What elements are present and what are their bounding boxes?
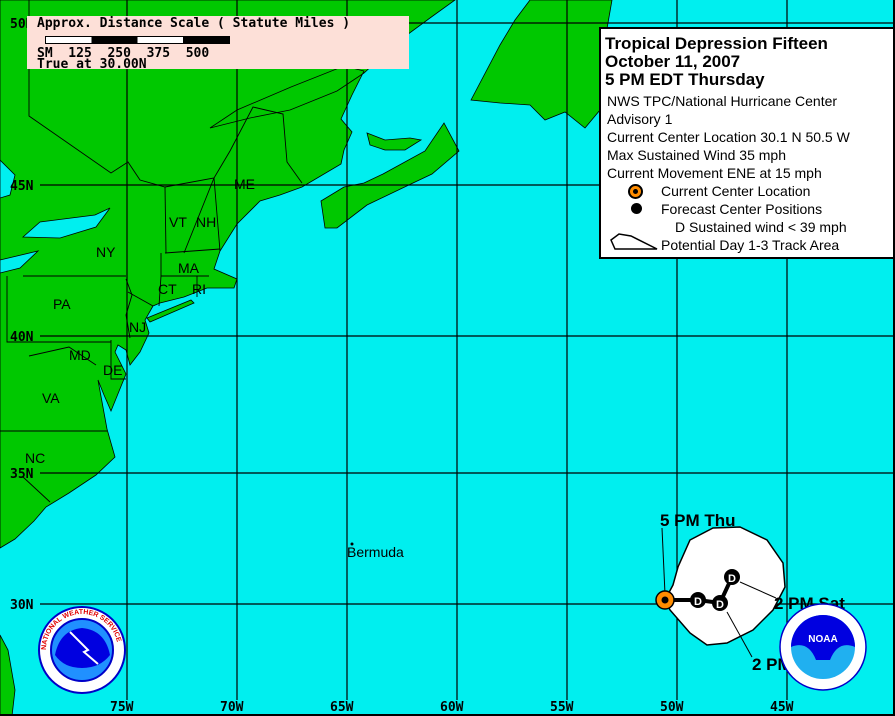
lon-label-65w: 65W bbox=[330, 700, 354, 715]
lat-label-40n: 40N bbox=[10, 330, 34, 345]
land-pei bbox=[366, 132, 423, 151]
scale-bar bbox=[45, 36, 230, 44]
lake-erie bbox=[0, 250, 40, 274]
advisory-number: Advisory 1 bbox=[607, 111, 673, 127]
current-movement: Current Movement ENE at 15 mph bbox=[607, 165, 822, 181]
lon-label-75w: 75W bbox=[110, 700, 134, 715]
state-label-vt: VT bbox=[169, 214, 187, 230]
leader-2pm-fri bbox=[726, 611, 753, 658]
forecast-marker-d: D bbox=[728, 573, 736, 585]
forecast-point-1: D bbox=[690, 592, 706, 608]
forecast-marker-d: D bbox=[694, 596, 702, 608]
track-cone bbox=[664, 526, 786, 646]
lat-label-45n: 45N bbox=[10, 179, 34, 194]
forecast-point-key-icon bbox=[631, 203, 642, 214]
forecast-point-3: D bbox=[724, 569, 740, 585]
longitude-labels: 75W 70W 65W 60W 55W 50W 45W bbox=[110, 700, 794, 715]
state-label-ma: MA bbox=[178, 260, 200, 276]
agency: NWS TPC/National Hurricane Center bbox=[607, 93, 838, 109]
scale-note: True at 30.00N bbox=[37, 57, 147, 72]
state-label-ri: RI bbox=[192, 281, 206, 297]
state-label-ny: NY bbox=[96, 244, 116, 260]
scale-title: Approx. Distance Scale ( Statute Miles ) bbox=[37, 16, 351, 31]
state-label-pa: PA bbox=[53, 296, 71, 312]
label-5pm-thu: 5 PM Thu bbox=[660, 511, 736, 530]
current-center-key-icon bbox=[628, 184, 643, 199]
forecast-marker-d: D bbox=[716, 599, 724, 611]
scale-ticks: SM 125 250 375 500 bbox=[37, 46, 210, 61]
advisory-legend: Tropical Depression Fifteen October 11, … bbox=[599, 27, 895, 259]
state-label-md: MD bbox=[69, 347, 91, 363]
forecast-point-2: D bbox=[712, 595, 728, 611]
track-area-key-icon bbox=[610, 233, 658, 250]
leader-2pm-sat bbox=[739, 581, 777, 599]
state-label-va: VA bbox=[42, 390, 60, 406]
land-long-island bbox=[146, 299, 195, 323]
lon-label-55w: 55W bbox=[550, 700, 574, 715]
state-labels: NY PA VT NH ME MA CT RI NJ MD DE VA NC bbox=[25, 176, 255, 466]
track-line bbox=[665, 576, 734, 606]
land-north-america bbox=[0, 0, 456, 549]
lat-label-30n: 30N bbox=[10, 598, 34, 613]
bermuda-label: Bermuda bbox=[347, 544, 404, 560]
max-wind: Max Sustained Wind 35 mph bbox=[607, 147, 786, 163]
leader-5pm-thu bbox=[661, 527, 666, 595]
key-track-area: Potential Day 1-3 Track Area bbox=[661, 237, 840, 253]
land-florida bbox=[0, 634, 16, 716]
current-center-marker bbox=[655, 590, 675, 610]
bermuda-marker bbox=[350, 542, 354, 546]
lon-label-45w: 45W bbox=[770, 700, 794, 715]
lake-ontario bbox=[21, 207, 111, 239]
storm-title: Tropical Depression Fifteen bbox=[605, 34, 828, 53]
lake-huron bbox=[0, 159, 16, 199]
lon-label-50w: 50W bbox=[660, 700, 684, 715]
state-label-ct: CT bbox=[158, 281, 177, 297]
latitude-labels: 50N 45N 40N 35N 30N bbox=[10, 17, 34, 613]
nws-logo: NATIONAL WEATHER SERVICE bbox=[38, 606, 126, 694]
state-label-nh: NH bbox=[196, 214, 216, 230]
state-label-me: ME bbox=[234, 176, 255, 192]
center-location: Current Center Location 30.1 N 50.5 W bbox=[607, 129, 850, 145]
lon-label-70w: 70W bbox=[220, 700, 244, 715]
lat-label-35n: 35N bbox=[10, 467, 34, 482]
lon-label-60w: 60W bbox=[440, 700, 464, 715]
noaa-logo: NOAA bbox=[779, 603, 867, 691]
state-boundaries bbox=[0, 0, 303, 503]
advisory-date: October 11, 2007 bbox=[605, 52, 741, 71]
land-nova-scotia bbox=[320, 122, 460, 229]
distance-scale-box: Approx. Distance Scale ( Statute Miles )… bbox=[27, 16, 409, 72]
advisory-time: 5 PM EDT Thursday bbox=[605, 70, 765, 89]
noaa-logo-text: NOAA bbox=[808, 634, 837, 645]
key-forecast-positions: Forecast Center Positions bbox=[661, 201, 823, 217]
state-label-nc: NC bbox=[25, 450, 45, 466]
key-current-center: Current Center Location bbox=[661, 183, 811, 199]
state-label-de: DE bbox=[103, 362, 122, 378]
key-d-wind: D Sustained wind < 39 mph bbox=[675, 219, 847, 235]
state-label-nj: NJ bbox=[129, 319, 146, 335]
